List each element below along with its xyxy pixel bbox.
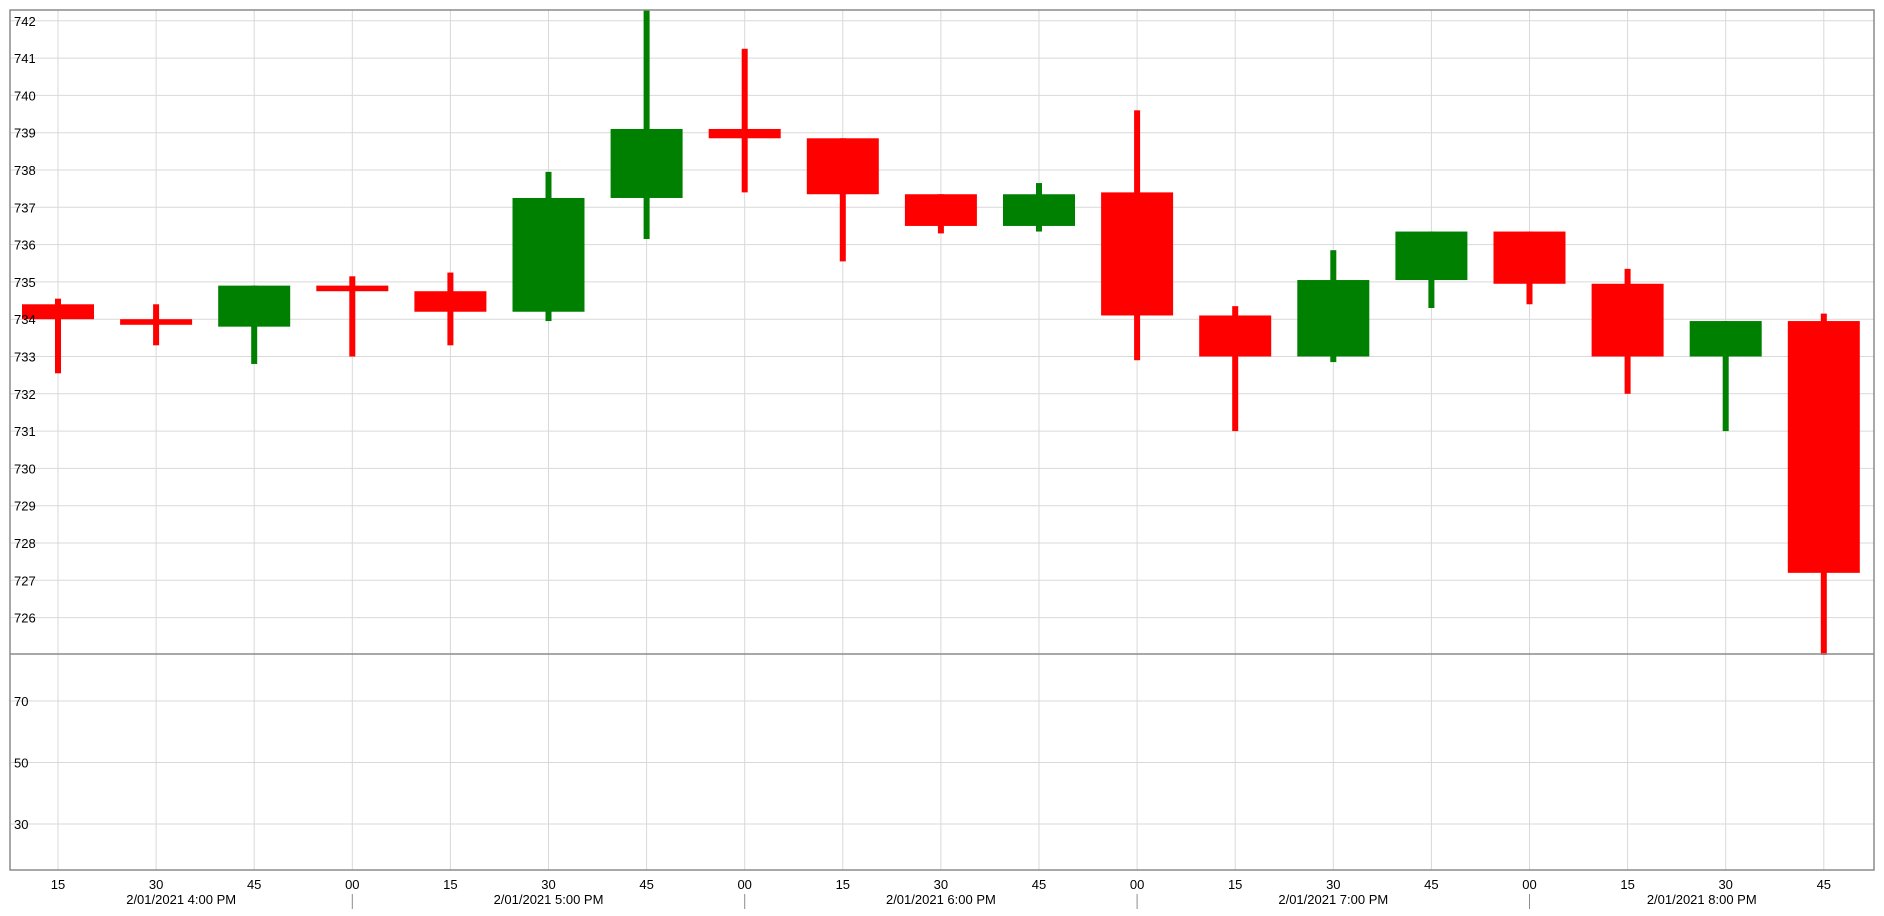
candle-wick [55, 298, 61, 374]
candle [1689, 321, 1762, 432]
y-tick-label: 739 [14, 126, 36, 141]
x-tick-label: 30 [541, 877, 555, 892]
x-tick-label: 30 [1326, 877, 1340, 892]
candle-wick [1722, 321, 1729, 432]
x-tick-label: 45 [1032, 877, 1046, 892]
y-tick-label: 726 [14, 611, 36, 626]
x-period-label: 2/01/2021 4:00 PM [126, 892, 236, 907]
candle [1297, 250, 1370, 363]
y-tick-label: 730 [14, 461, 36, 476]
y-tick-label: 742 [14, 14, 36, 29]
candle-body [414, 291, 487, 312]
y-tick-label: 735 [14, 275, 36, 290]
candle-body [1199, 315, 1272, 357]
candle [1787, 313, 1860, 655]
x-tick-label: 30 [934, 877, 948, 892]
candle-body [1689, 321, 1762, 357]
y-tick-label: 732 [14, 387, 36, 402]
lower-y-tick-label: 50 [14, 756, 28, 771]
candle [512, 171, 585, 322]
x-tick-label: 45 [1424, 877, 1438, 892]
candle-body [316, 285, 389, 292]
candle-body [708, 128, 781, 139]
lower-panel-y-axis: 30 50 70 [14, 694, 28, 832]
x-period-label: 2/01/2021 6:00 PM [886, 892, 996, 907]
x-tick-label: 45 [247, 877, 261, 892]
x-tick-label: 30 [149, 877, 163, 892]
lower-y-tick-label: 30 [14, 817, 28, 832]
y-tick-label: 728 [14, 536, 36, 551]
x-tick-label: 00 [1522, 877, 1536, 892]
candle [806, 138, 879, 262]
candle [1199, 306, 1272, 432]
candle-body [218, 285, 291, 327]
x-tick-label: 30 [1718, 877, 1732, 892]
candle-body [1591, 283, 1664, 357]
y-tick-label: 733 [14, 350, 36, 365]
candle-wick [349, 276, 356, 357]
y-axis: 726 727 728 729 730 731 732 733 734 735 736 737 738 7… [14, 14, 36, 626]
x-period-label: 2/01/2021 5:00 PM [494, 892, 604, 907]
candle-body [1493, 231, 1566, 284]
candle-wick [643, 9, 650, 240]
candle [120, 304, 193, 346]
candle-body [1003, 194, 1075, 226]
x-tick-label: 15 [51, 877, 65, 892]
candle-body [806, 138, 879, 195]
candle-wick [839, 138, 846, 262]
x-tick-label: 45 [639, 877, 653, 892]
candle [904, 194, 977, 234]
x-period-label: 2/01/2021 8:00 PM [1647, 892, 1757, 907]
y-tick-label: 731 [14, 424, 36, 439]
x-tick-label: 15 [1228, 877, 1242, 892]
x-tick-label: 15 [1620, 877, 1634, 892]
y-tick-label: 738 [14, 163, 36, 178]
y-tick-label: 740 [14, 88, 36, 103]
candle-body [120, 319, 193, 325]
candle-body [1395, 231, 1468, 281]
y-tick-label: 734 [14, 312, 36, 327]
lower-y-tick-label: 70 [14, 694, 28, 709]
y-tick-label: 729 [14, 499, 36, 514]
y-tick-label: 727 [14, 573, 36, 588]
candle-wick [741, 48, 748, 193]
candle [22, 298, 94, 374]
candle-body [1787, 321, 1860, 573]
candle [1493, 231, 1566, 305]
x-tick-label: 45 [1817, 877, 1831, 892]
grid-layer [10, 10, 1874, 870]
candle [1395, 231, 1468, 309]
candle-body [610, 128, 683, 198]
candle [316, 276, 389, 357]
plot-border [9, 9, 1875, 871]
candle [1591, 268, 1664, 394]
candle [414, 272, 487, 346]
x-tick-label: 15 [836, 877, 850, 892]
x-axis: 15 30 45 00 15 30 45 00 15 30 45 00 15 30 45 00 15 30 45 2/… [51, 877, 1831, 909]
candle-layer [22, 9, 1860, 655]
x-tick-label: 15 [443, 877, 457, 892]
y-tick-label: 741 [14, 51, 36, 66]
chart-frame [9, 9, 1875, 871]
x-period-label: 2/01/2021 7:00 PM [1278, 892, 1388, 907]
candle-body [904, 194, 977, 226]
candle [1101, 110, 1174, 361]
candle [218, 285, 291, 364]
candle [1003, 183, 1075, 232]
candle-body [512, 197, 585, 312]
candle [610, 9, 683, 240]
candle-body [22, 304, 94, 320]
candle-wick [1232, 306, 1239, 432]
y-tick-label: 736 [14, 238, 36, 253]
candle-body [1101, 192, 1174, 316]
x-tick-label: 00 [737, 877, 751, 892]
candle [708, 48, 781, 193]
x-tick-label: 00 [1130, 877, 1144, 892]
candle-body [1297, 280, 1370, 357]
y-tick-label: 737 [14, 200, 36, 215]
x-tick-label: 00 [345, 877, 359, 892]
